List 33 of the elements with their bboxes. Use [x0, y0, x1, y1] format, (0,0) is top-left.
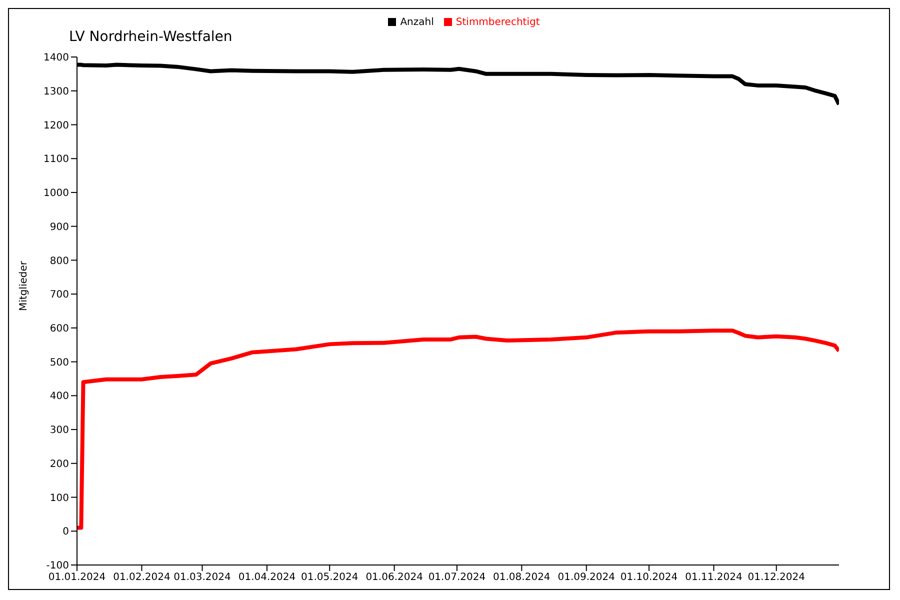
y-tick-label: 100 [50, 492, 69, 504]
legend-label: Stimmberechtigt [456, 17, 540, 28]
y-tick-label: 1200 [44, 120, 69, 132]
x-tick-label: 01.11.2024 [685, 572, 742, 584]
x-tick-label: 01.07.2024 [428, 572, 486, 584]
y-tick-label: 0 [62, 526, 69, 538]
line-series [77, 328, 839, 530]
x-tick-label: 01.10.2024 [620, 572, 678, 584]
y-tick-label: 300 [50, 425, 69, 436]
y-tick-label: 400 [50, 391, 69, 402]
y-tick-label: -100 [46, 560, 69, 572]
y-tick-label: 600 [50, 323, 69, 334]
y-tick-label: 800 [50, 256, 69, 267]
x-tick-label: 01.02.2024 [113, 572, 170, 584]
y-tick-label: 900 [50, 222, 69, 233]
x-tick-label: 01.12.2024 [748, 572, 806, 584]
y-tick-label: 1100 [44, 154, 69, 166]
x-tick-label: 01.01.2024 [48, 572, 106, 584]
y-axis-title: Mitglieder [18, 260, 30, 311]
x-tick-label: 01.06.2024 [366, 572, 423, 584]
x-tick-label: 01.05.2024 [300, 572, 358, 584]
x-tick-label: 01.03.2024 [174, 572, 231, 584]
y-tick-label: 200 [50, 458, 69, 470]
chart-title: LV Nordrhein-Westfalen [69, 29, 232, 45]
y-tick-label: 1000 [44, 188, 69, 200]
y-tick-label: 500 [50, 357, 69, 368]
y-tick-label: 1300 [44, 86, 69, 98]
y-tick-label: 1400 [44, 52, 69, 64]
legend-label: Anzahl [400, 17, 434, 28]
x-tick-label: 01.09.2024 [558, 572, 616, 584]
y-tick-label: 700 [50, 290, 69, 301]
x-tick-label: 01.04.2024 [238, 572, 296, 584]
x-tick-label: 01.08.2024 [493, 572, 550, 584]
